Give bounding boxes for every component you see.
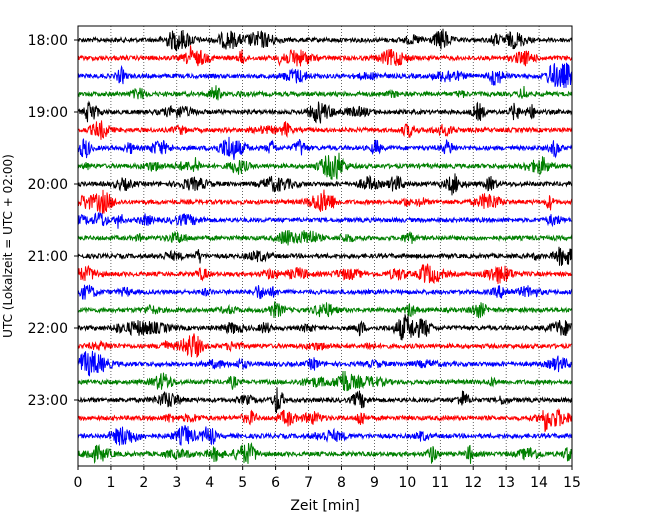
x-tick-label: 12 xyxy=(464,475,482,491)
trace-row-2330 xyxy=(77,425,573,446)
x-tick-label: 4 xyxy=(205,475,214,491)
trace-row-1800 xyxy=(77,28,573,52)
x-tick-label: 1 xyxy=(106,475,115,491)
plot-frame xyxy=(77,25,573,467)
trace-row-2145 xyxy=(77,301,573,319)
x-tick-label: 10 xyxy=(398,475,416,491)
x-tick-label: 6 xyxy=(271,475,280,491)
x-tick-label: 5 xyxy=(238,475,247,491)
y-tick-label: 22:00 xyxy=(28,321,68,337)
trace-row-2015 xyxy=(77,189,573,214)
x-axis-label: Zeit [min] xyxy=(290,498,359,514)
trace-row-1945 xyxy=(77,152,573,180)
trace-row-1830 xyxy=(77,62,573,89)
trace-row-1900 xyxy=(77,100,573,124)
x-tick-label: 13 xyxy=(497,475,515,491)
trace-row-2200 xyxy=(77,314,573,341)
trace-row-2230 xyxy=(77,350,573,377)
trace-row-2030 xyxy=(77,212,573,229)
x-tick-label: 9 xyxy=(370,475,379,491)
trace-row-1815 xyxy=(77,45,573,67)
trace-row-2045 xyxy=(77,229,573,246)
y-tick-label: 21:00 xyxy=(28,249,68,265)
x-tick-label: 14 xyxy=(530,475,548,491)
trace-row-2345 xyxy=(77,442,573,464)
trace-row-1845 xyxy=(77,85,573,101)
trace-row-2130 xyxy=(77,284,573,300)
x-tick-label: 0 xyxy=(74,475,83,491)
y-tick-label: 19:00 xyxy=(28,105,68,121)
trace-row-2100 xyxy=(77,246,573,266)
trace-row-2115 xyxy=(77,263,573,285)
y-tick-label: 18:00 xyxy=(28,33,68,49)
trace-row-1930 xyxy=(77,136,573,160)
trace-row-2300 xyxy=(77,387,573,414)
trace-row-2215 xyxy=(77,333,573,358)
trace-row-1915 xyxy=(77,120,573,140)
y-axis-label: UTC (Lokalzeit = UTC + 02:00) xyxy=(1,154,15,338)
trace-row-2000 xyxy=(77,173,573,196)
x-axis-ticks: 0 1 2 3 4 5 6 7 8 9 10 11 12 13 14 15 xyxy=(74,466,581,491)
x-tick-label: 3 xyxy=(172,475,181,491)
x-tick-label: 2 xyxy=(139,475,148,491)
trace-group xyxy=(77,28,573,464)
y-axis-ticks: 18:00 19:00 20:00 21:00 22:00 23:00 xyxy=(28,33,78,409)
y-tick-label: 20:00 xyxy=(28,177,68,193)
x-tick-label: 8 xyxy=(337,475,346,491)
x-tick-label: 11 xyxy=(431,475,449,491)
trace-row-2315 xyxy=(77,407,573,432)
plot-background xyxy=(78,26,572,466)
vertical-gridlines xyxy=(110,26,540,466)
x-tick-label: 7 xyxy=(304,475,313,491)
y-tick-label: 23:00 xyxy=(28,393,68,409)
trace-row-2245 xyxy=(77,370,573,392)
x-tick-label: 15 xyxy=(563,475,581,491)
